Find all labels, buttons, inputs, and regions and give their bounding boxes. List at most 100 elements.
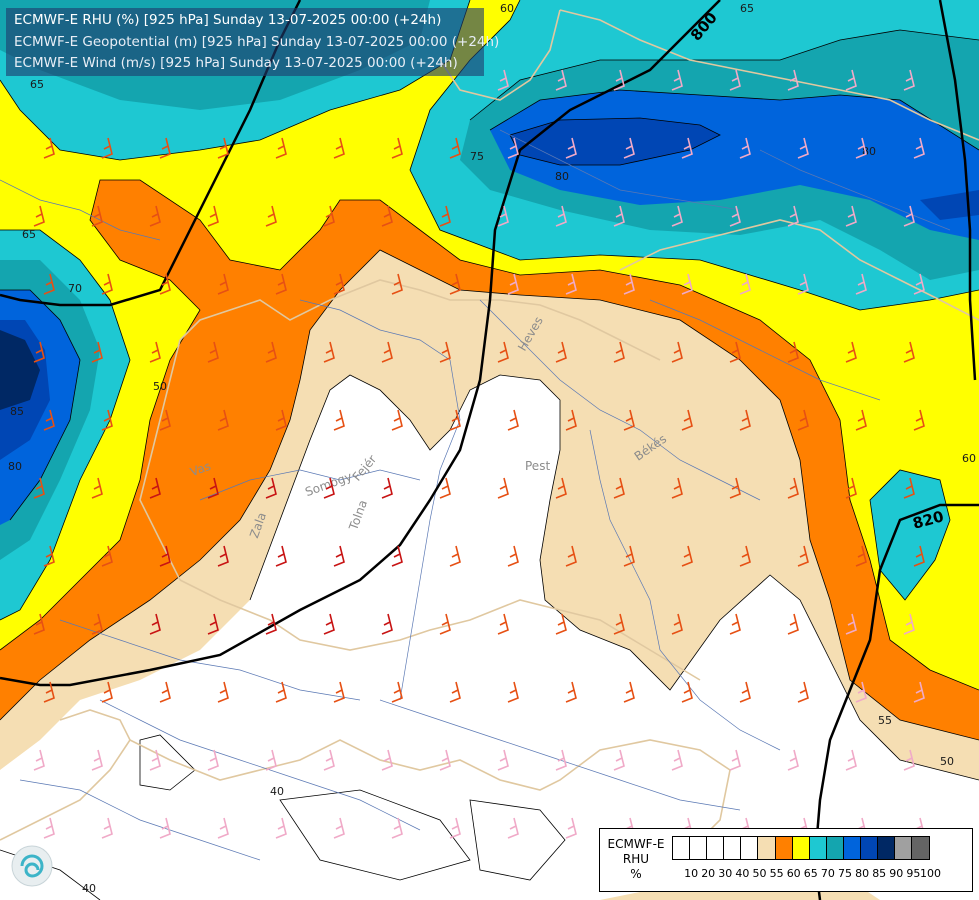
- wind-barb: [33, 477, 45, 499]
- wind-barb: [507, 137, 519, 159]
- wind-barb: [787, 205, 799, 227]
- wind-barb: [729, 749, 741, 771]
- wind-barb: [391, 409, 403, 431]
- wind-barb: [507, 273, 519, 295]
- wind-barb: [391, 545, 403, 567]
- wind-barb: [797, 273, 809, 295]
- wind-barb: [333, 409, 345, 431]
- wind-barb: [497, 749, 509, 771]
- wind-barb: [913, 273, 925, 295]
- wind-barb: [43, 273, 55, 295]
- wind-barb: [787, 613, 799, 635]
- rhu-area-darkblue-ne: [510, 118, 720, 165]
- wind-barb: [449, 409, 461, 431]
- rhu-area-cyan-east: [870, 470, 950, 600]
- wind-barb: [855, 137, 867, 159]
- wind-barb: [275, 137, 287, 159]
- wind-barb: [845, 205, 857, 227]
- legend-tick: 90: [889, 867, 904, 880]
- wind-barb: [159, 137, 171, 159]
- wind-barb: [333, 545, 345, 567]
- legend-tick: 70: [820, 867, 835, 880]
- wind-barb: [217, 681, 229, 703]
- wind-barb: [43, 137, 55, 159]
- rhu-label: 70: [68, 282, 82, 295]
- rhu-label: 50: [940, 755, 954, 768]
- legend-tick: 100: [920, 867, 941, 880]
- wind-barb: [449, 137, 461, 159]
- wind-barb: [497, 341, 509, 363]
- wind-barb: [207, 205, 219, 227]
- wind-barb: [439, 749, 451, 771]
- wind-barb: [101, 545, 113, 567]
- wind-barb: [323, 613, 335, 635]
- wind-barb: [265, 477, 277, 499]
- legend-swatch: [690, 837, 708, 859]
- wind-barb: [565, 273, 577, 295]
- wind-barb: [391, 273, 403, 295]
- wind-barb: [739, 137, 751, 159]
- rhu-label: 80: [555, 170, 569, 183]
- rhu-contour-labels: 60 65 65 65 75 80 80 70 50 85 80 55 50 4…: [8, 2, 976, 895]
- wind-barbs: [33, 69, 925, 839]
- title-geopotential: ECMWF-E Geopotential (m) [925 hPa] Sunda…: [14, 34, 500, 50]
- wind-barb: [91, 477, 103, 499]
- wind-barb: [913, 545, 925, 567]
- wind-barb: [207, 477, 219, 499]
- wind-barb: [217, 545, 229, 567]
- wind-barb: [739, 409, 751, 431]
- wind-barb: [323, 205, 335, 227]
- wind-barb: [265, 205, 277, 227]
- wind-barb: [381, 205, 393, 227]
- wind-barb: [555, 69, 567, 91]
- wind-barb: [565, 409, 577, 431]
- wind-barb: [91, 613, 103, 635]
- legend-model: ECMWF-E: [607, 837, 665, 851]
- wind-barb: [497, 477, 509, 499]
- wind-barb: [855, 409, 867, 431]
- wind-barb: [159, 817, 171, 839]
- wind-barb: [787, 341, 799, 363]
- wind-barb: [101, 273, 113, 295]
- wind-barb: [729, 341, 741, 363]
- wind-barb: [845, 613, 857, 635]
- wind-barb: [33, 205, 45, 227]
- legend-tick: 50: [752, 867, 767, 880]
- wind-barb: [913, 137, 925, 159]
- wind-barb: [613, 205, 625, 227]
- wind-barb: [91, 341, 103, 363]
- wind-barb: [149, 613, 161, 635]
- rhu-label: 60: [500, 2, 514, 15]
- wind-barb: [323, 477, 335, 499]
- wind-barb: [333, 681, 345, 703]
- wind-barb: [507, 409, 519, 431]
- wind-barb: [787, 69, 799, 91]
- wind-barb: [449, 817, 461, 839]
- wind-barb: [497, 69, 509, 91]
- wind-barb: [681, 545, 693, 567]
- legend-title: ECMWF-E RHU %: [602, 837, 670, 882]
- rhu-label: 55: [878, 714, 892, 727]
- wind-barb: [787, 477, 799, 499]
- wind-barb: [555, 341, 567, 363]
- wind-barb: [43, 545, 55, 567]
- wind-barb: [855, 273, 867, 295]
- wind-barb: [739, 545, 751, 567]
- wind-barb: [101, 137, 113, 159]
- wind-barb: [671, 341, 683, 363]
- wind-barb: [623, 137, 635, 159]
- legend-tick: 30: [718, 867, 733, 880]
- legend-tick: 75: [838, 867, 852, 880]
- legend-swatch: [843, 837, 862, 859]
- wind-barb: [323, 749, 335, 771]
- rhu-label: 85: [10, 405, 24, 418]
- wind-barb: [623, 681, 635, 703]
- legend-unit: %: [630, 867, 642, 881]
- legend-swatch: [878, 837, 896, 859]
- wind-barb: [845, 69, 857, 91]
- wind-barb: [613, 749, 625, 771]
- wind-barb: [565, 545, 577, 567]
- wind-barb: [903, 69, 915, 91]
- legend-swatch: [792, 837, 810, 859]
- wind-barb: [159, 409, 171, 431]
